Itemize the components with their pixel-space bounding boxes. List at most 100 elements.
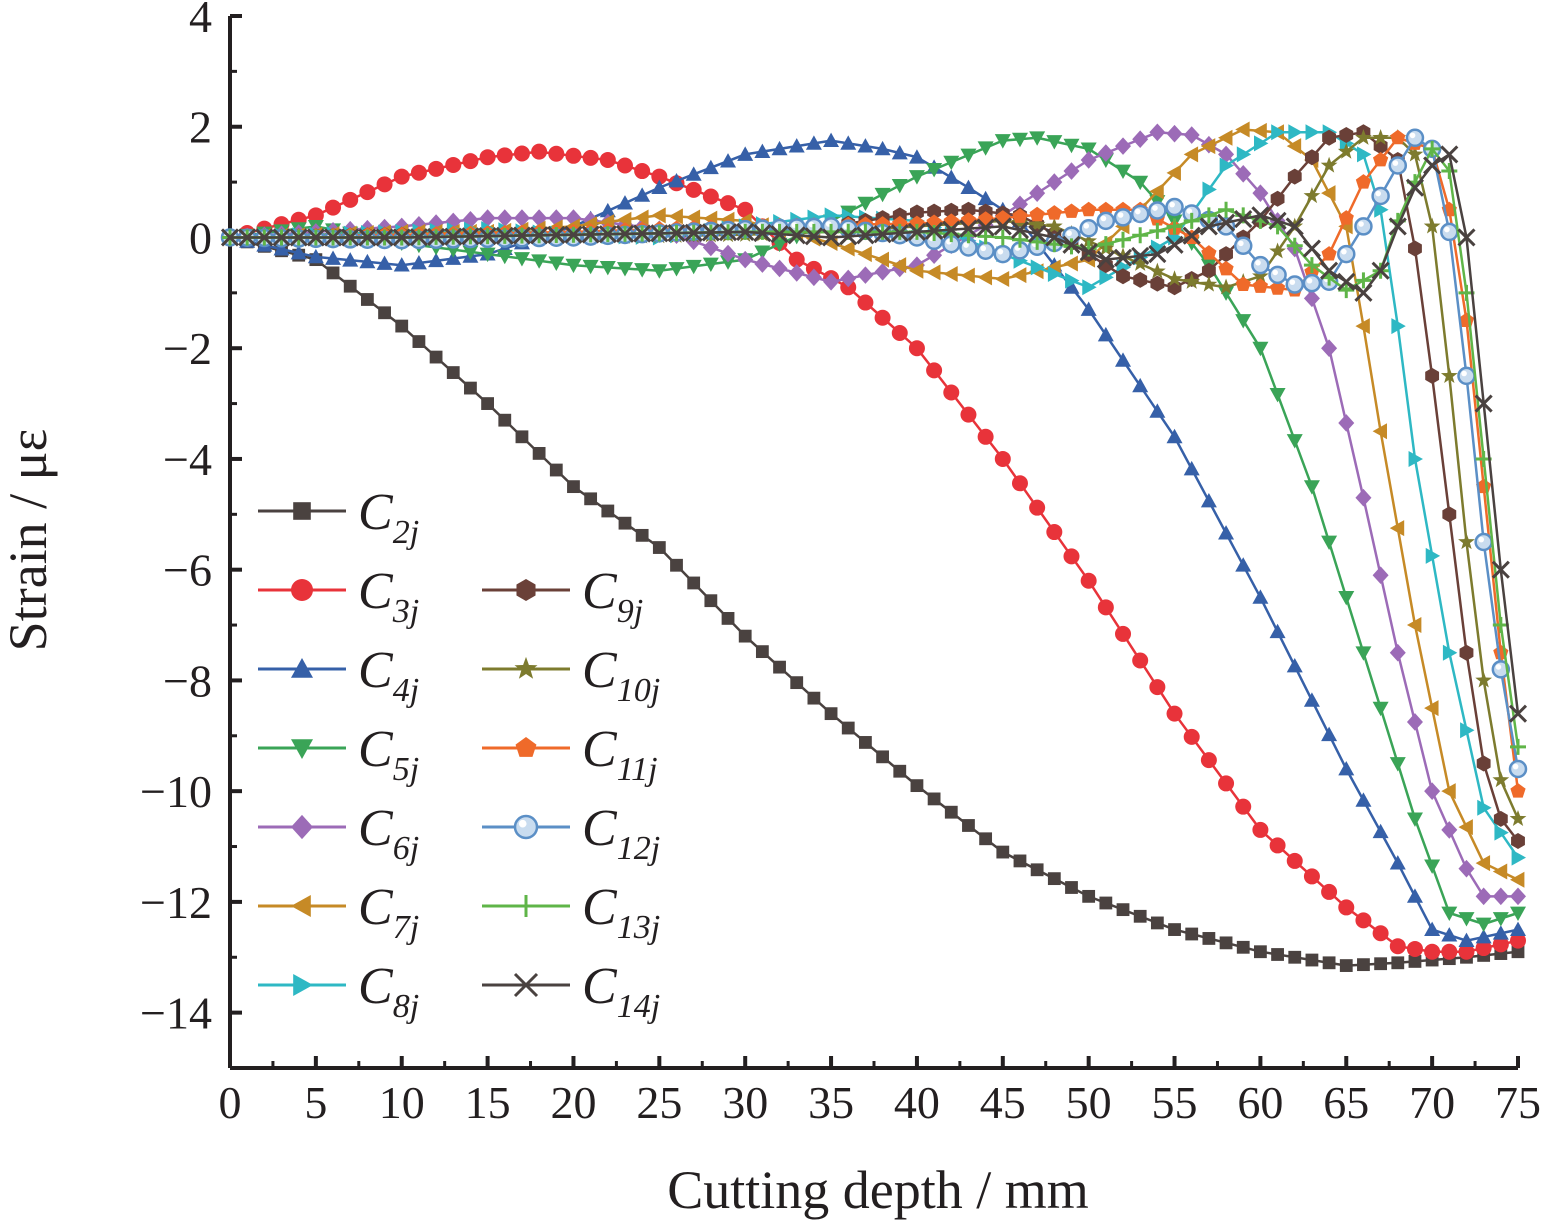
data-point [635, 528, 649, 542]
legend-letter: C [358, 642, 394, 699]
data-point [479, 149, 496, 166]
data-point [670, 558, 683, 572]
data-point [790, 676, 804, 690]
data-point [1063, 255, 1078, 272]
data-point [994, 229, 1011, 246]
data-point [771, 140, 788, 156]
data-point [1458, 943, 1475, 960]
data-point [1372, 129, 1389, 145]
data-point [1374, 201, 1389, 218]
marker-highlight [518, 819, 527, 828]
data-point [618, 516, 632, 530]
data-point [1442, 506, 1457, 523]
marker-highlight [1341, 248, 1347, 255]
data-point [1235, 165, 1252, 183]
data-point [1321, 339, 1338, 358]
data-point [702, 159, 719, 175]
data-point [1389, 855, 1406, 870]
data-point [513, 252, 530, 267]
data-point [1424, 140, 1441, 157]
data-point [977, 269, 993, 286]
data-point [1391, 318, 1406, 335]
x-tick-label: 5 [304, 1077, 327, 1128]
data-point [1303, 692, 1320, 707]
data-point [1321, 535, 1338, 550]
data-point [962, 819, 975, 832]
data-point [651, 179, 668, 195]
data-point [1148, 262, 1166, 279]
data-point [788, 251, 805, 268]
data-point [1011, 231, 1028, 248]
data-point [737, 201, 754, 218]
data-point [1065, 881, 1078, 894]
data-point [1219, 246, 1233, 263]
data-point [412, 335, 426, 348]
data-point [754, 245, 771, 260]
data-point [1405, 128, 1425, 148]
data-point [598, 225, 617, 244]
data-point [721, 612, 735, 625]
data-point [1150, 916, 1164, 930]
data-point [1355, 272, 1372, 289]
data-point [1406, 617, 1422, 634]
data-point [1286, 852, 1303, 869]
data-point [1029, 131, 1046, 146]
data-point [1082, 889, 1096, 903]
data-point [410, 164, 427, 181]
data-point [1062, 235, 1081, 254]
data-point [1133, 909, 1147, 923]
data-point [326, 266, 340, 280]
data-point [530, 226, 549, 245]
data-point [1321, 883, 1338, 900]
data-point [1148, 201, 1167, 220]
data-point [944, 805, 958, 819]
data-point [840, 279, 857, 296]
data-point [720, 153, 737, 168]
data-point [343, 279, 357, 293]
legend-letter: C [582, 642, 618, 699]
data-point [1235, 314, 1252, 329]
marker-highlight [1512, 763, 1519, 770]
data-point [1477, 799, 1492, 816]
data-point [960, 148, 977, 163]
data-point [1492, 912, 1509, 927]
data-point [220, 228, 240, 247]
data-point [1305, 953, 1319, 967]
marker-highlight [1134, 208, 1141, 215]
data-point [1441, 927, 1458, 942]
data-point [1235, 121, 1250, 138]
data-point [1389, 520, 1405, 537]
data-point [615, 224, 635, 243]
data-point [1269, 623, 1286, 639]
legend-subscript: 2j [393, 514, 419, 551]
data-point [393, 168, 410, 185]
series-C14j [220, 145, 1528, 723]
data-point [1252, 341, 1269, 357]
marker-highlight [1392, 160, 1399, 166]
data-point [272, 228, 291, 247]
data-point [874, 251, 889, 268]
data-point [1338, 590, 1355, 606]
data-point [1063, 548, 1080, 565]
data-point [633, 224, 652, 243]
data-point [1063, 279, 1080, 294]
data-point [977, 141, 994, 156]
y-tick-label: −10 [140, 766, 212, 817]
marker-highlight [1100, 215, 1107, 222]
data-point [1218, 145, 1235, 164]
data-point [1045, 217, 1063, 234]
axes: 0 5 10 15 20 25 30 35 40 45 50 55 60 65 70 75420−2−4−6−… [140, 0, 1541, 1128]
data-point [960, 267, 975, 284]
legend-item-C9j: C9j [482, 563, 643, 630]
data-point [1219, 157, 1235, 174]
legend-item-C13j: C13j [482, 879, 660, 946]
data-point [564, 225, 583, 244]
data-point [1165, 235, 1184, 254]
marker-highlight [1478, 536, 1485, 543]
data-point [1252, 589, 1269, 604]
data-point [634, 163, 651, 180]
data-point [1337, 142, 1355, 159]
marker-highlight [1117, 212, 1124, 218]
data-point [1305, 124, 1320, 141]
marker-highlight [1306, 277, 1313, 284]
